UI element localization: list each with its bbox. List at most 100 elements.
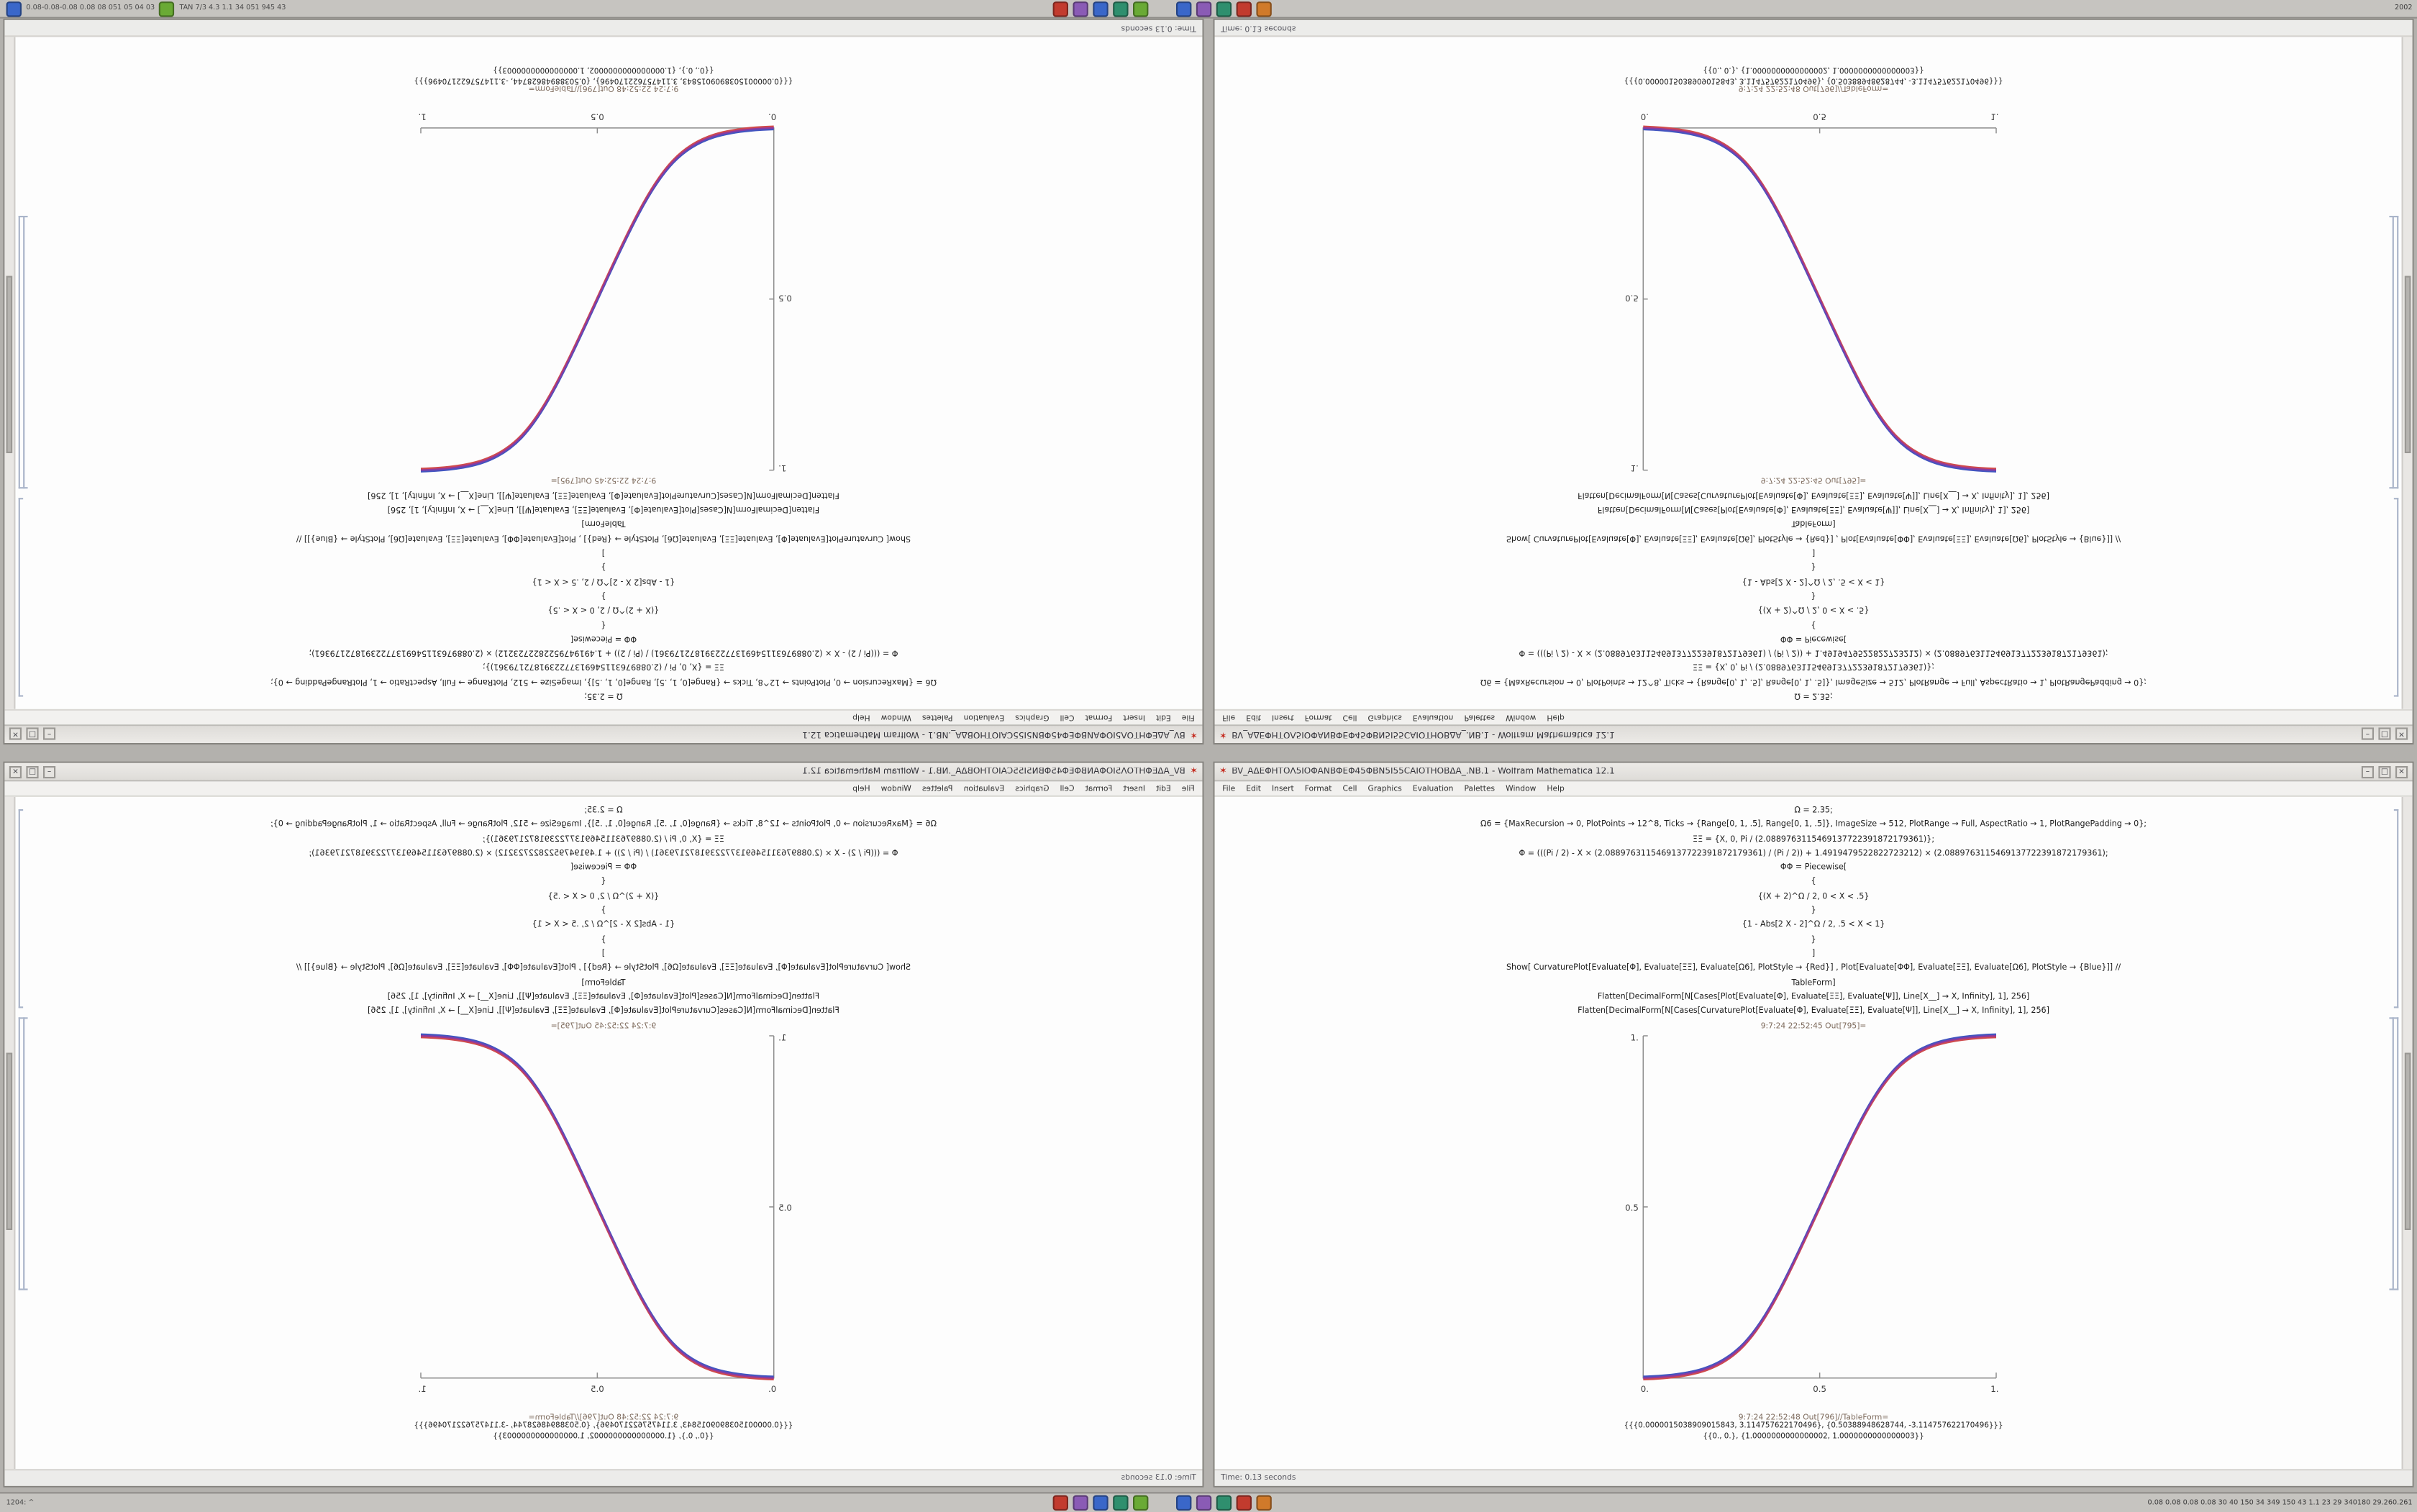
menu-format[interactable]: Format [1304, 713, 1332, 722]
tray-icon[interactable] [1113, 1495, 1129, 1511]
code-line[interactable]: {1 - Abs[2 X - 2]^Ω / 2, .5 < X < 1} [532, 921, 675, 930]
code-line[interactable]: Show[ CurvaturePlot[Evaluate[Φ], Evaluat… [296, 532, 911, 542]
menu-evaluation[interactable]: Evaluation [1412, 783, 1454, 793]
menu-graphics[interactable]: Graphics [1015, 713, 1050, 722]
menu-graphics[interactable]: Graphics [1015, 783, 1050, 793]
menu-palettes[interactable]: Palettes [1464, 783, 1496, 793]
code-line[interactable]: Flatten[DecimalForm[N[Cases[Plot[Evaluat… [1597, 504, 2030, 514]
code-line[interactable]: Show[ CurvaturePlot[Evaluate[Φ], Evaluat… [296, 963, 911, 973]
close-icon[interactable]: × [2395, 765, 2408, 778]
cell-bracket[interactable] [2393, 497, 2399, 697]
menu-insert[interactable]: Insert [1271, 713, 1294, 722]
code-line[interactable]: ΦΦ = Piecewise[ [1780, 633, 1847, 643]
minimize-icon[interactable]: – [2361, 728, 2374, 741]
tray-icon[interactable] [1093, 1495, 1109, 1511]
close-icon[interactable]: × [2395, 728, 2408, 741]
code-line[interactable]: TableForm] [581, 518, 626, 528]
menu-format[interactable]: Format [1085, 713, 1113, 722]
window-titlebar[interactable]: ✶ BV_ΑΔΕΦΗΤΟΛ5ΙΟΦΑΝΒΦΕΦ45ΦΒΝ5Ι55CΑΙΟΤΗΟΒ… [4, 724, 1203, 743]
code-line[interactable]: Φ = (((Pi / 2) - X × (2.0889763115469137… [1519, 849, 2108, 859]
minimize-icon[interactable]: – [2361, 765, 2374, 778]
cell-bracket[interactable] [18, 809, 24, 1009]
menu-file[interactable]: File [1181, 783, 1195, 793]
minimize-icon[interactable]: – [43, 765, 56, 778]
code-line[interactable]: {1 - Abs[2 X - 2]^Ω / 2, .5 < X < 1} [532, 575, 675, 586]
code-line[interactable]: Flatten[DecimalForm[N[Cases[Plot[Evaluat… [1597, 992, 2030, 1002]
tray-icon[interactable] [1133, 1495, 1149, 1511]
menu-evaluation[interactable]: Evaluation [963, 713, 1005, 722]
menu-evaluation[interactable]: Evaluation [1412, 713, 1454, 722]
code-line[interactable]: Show[ CurvaturePlot[Evaluate[Φ], Evaluat… [1506, 963, 2121, 973]
menu-insert[interactable]: Insert [1271, 783, 1294, 793]
window-titlebar[interactable]: ✶ BV_ΑΔΕΦΗΤΟΛ5ΙΟΦΑΝΒΦΕΦ45ΦΒΝ5Ι55CΑΙΟΤΗΟΒ… [1214, 724, 2413, 743]
code-line[interactable]: } [601, 935, 606, 944]
tray-icon[interactable] [1256, 1, 1272, 17]
code-line[interactable]: Flatten[DecimalForm[N[Cases[Plot[Evaluat… [387, 992, 820, 1002]
tray-icon[interactable] [1052, 1, 1068, 17]
menu-help[interactable]: Help [1547, 783, 1565, 793]
scrollbar-thumb[interactable] [2404, 275, 2411, 454]
code-line[interactable]: Φ = (((Pi / 2) - X × (2.0889763115469137… [309, 849, 898, 859]
cell-bracket-group[interactable] [18, 809, 31, 1423]
tray-icon[interactable] [1176, 1495, 1192, 1511]
workspace-indicator[interactable]: 1204: ^ [6, 1498, 35, 1507]
code-line[interactable]: ΦΦ = Piecewise[ [1780, 863, 1847, 873]
taskbar-button-label[interactable]: TAN 7/3 4.3 1.1 34 051 945 43 [179, 4, 286, 13]
menu-graphics[interactable]: Graphics [1367, 783, 1402, 793]
tray-icon[interactable] [1113, 1, 1129, 17]
code-line[interactable]: } [601, 590, 606, 600]
cell-bracket[interactable] [2393, 809, 2399, 1009]
code-line[interactable]: } [601, 906, 606, 916]
code-line[interactable]: ΞΞ = {X, 0, Pi / (2.08897631154691377223… [482, 662, 724, 672]
cell-bracket[interactable] [23, 1017, 28, 1291]
tray-icon[interactable] [1073, 1495, 1088, 1511]
tray-icon[interactable] [1236, 1, 1252, 17]
menu-edit[interactable]: Edit [1156, 783, 1171, 793]
menu-edit[interactable]: Edit [1246, 713, 1261, 722]
maximize-icon[interactable]: □ [2378, 765, 2391, 778]
code-line[interactable]: ] [1811, 949, 1816, 959]
code-line[interactable]: Φ = (((Pi / 2) - X × (2.0889763115469137… [1519, 647, 2108, 657]
input-cell[interactable]: Ω = 2.35; Ω6 = {MaxRecursion → 0, PlotPo… [4, 805, 1202, 1020]
cell-bracket-group[interactable] [18, 83, 31, 697]
menu-edit[interactable]: Edit [1246, 783, 1261, 793]
cell-bracket-group[interactable] [2386, 809, 2399, 1423]
taskbar-app-icon[interactable] [6, 1, 22, 17]
code-line[interactable]: ΦΦ = Piecewise[ [570, 863, 637, 873]
menu-window[interactable]: Window [1506, 713, 1537, 722]
menu-help[interactable]: Help [1547, 713, 1565, 722]
cell-bracket-group[interactable] [2386, 83, 2399, 697]
code-line[interactable]: { [1811, 619, 1816, 629]
menu-cell[interactable]: Cell [1342, 713, 1357, 722]
menu-insert[interactable]: Insert [1123, 713, 1146, 722]
vertical-scrollbar[interactable] [2401, 796, 2413, 1470]
maximize-icon[interactable]: □ [2378, 728, 2391, 741]
minimize-icon[interactable]: – [43, 728, 56, 741]
menu-graphics[interactable]: Graphics [1367, 713, 1402, 722]
tray-icon[interactable] [1196, 1495, 1212, 1511]
cell-bracket[interactable] [2389, 215, 2394, 488]
scrollbar-thumb[interactable] [6, 275, 13, 454]
scrollbar-thumb[interactable] [2404, 1052, 2411, 1231]
code-line[interactable]: {(X + 2)^Ω / 2, 0 < X < .5} [547, 604, 660, 614]
code-line[interactable]: Show[ CurvaturePlot[Evaluate[Φ], Evaluat… [1506, 532, 2121, 542]
code-line[interactable]: {(X + 2)^Ω / 2, 0 < X < .5} [1757, 604, 1870, 614]
code-line[interactable]: ] [1811, 547, 1816, 557]
vertical-scrollbar[interactable] [4, 37, 16, 709]
cell-bracket[interactable] [18, 497, 24, 697]
code-line[interactable]: ΞΞ = {X, 0, Pi / (2.08897631154691377223… [1693, 662, 1935, 672]
code-line[interactable]: } [1811, 906, 1816, 916]
code-line[interactable]: ΦΦ = Piecewise[ [570, 633, 637, 643]
scrollbar-thumb[interactable] [6, 1052, 13, 1231]
taskbar-app-icon[interactable] [159, 1, 176, 17]
code-line[interactable]: Flatten[DecimalForm[N[Cases[Plot[Evaluat… [387, 504, 820, 514]
menu-cell[interactable]: Cell [1060, 713, 1075, 722]
code-line[interactable]: ] [601, 547, 606, 557]
code-line[interactable]: Ω6 = {MaxRecursion → 0, PlotPoints → 12^… [1480, 676, 2147, 686]
menu-format[interactable]: Format [1304, 783, 1332, 793]
input-cell[interactable]: Ω = 2.35; Ω6 = {MaxRecursion → 0, PlotPo… [1215, 486, 2413, 701]
code-line[interactable]: } [601, 561, 606, 571]
code-line[interactable]: Flatten[DecimalForm[N[Cases[CurvaturePlo… [368, 490, 839, 499]
menu-help[interactable]: Help [852, 713, 870, 722]
code-line[interactable]: {(X + 2)^Ω / 2, 0 < X < .5} [547, 892, 660, 902]
